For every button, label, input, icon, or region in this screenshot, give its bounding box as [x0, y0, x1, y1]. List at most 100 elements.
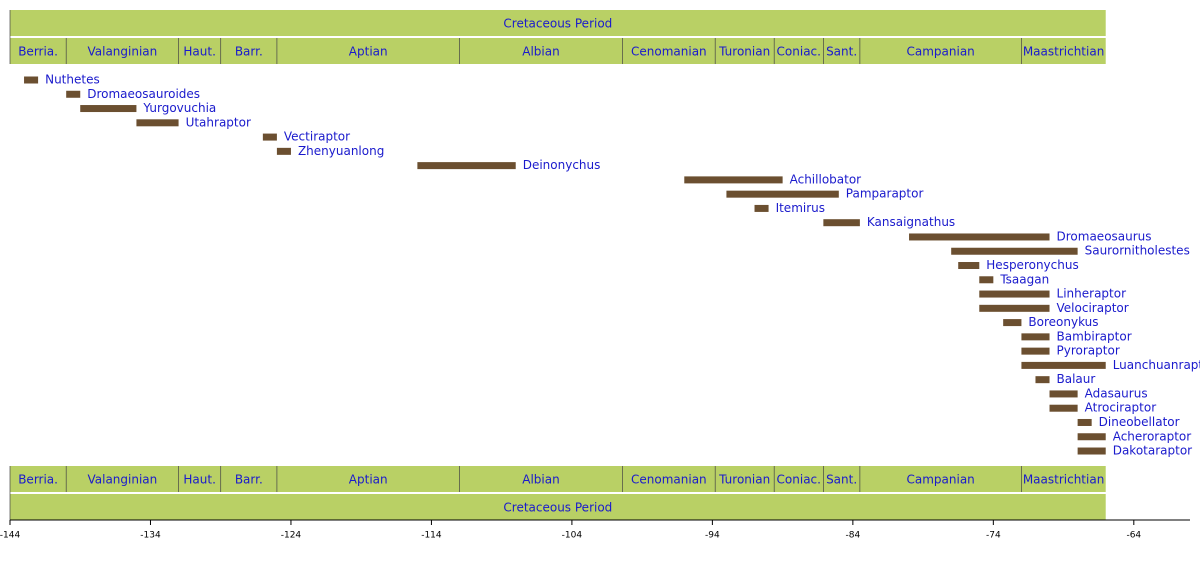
stages-band: [178, 466, 221, 492]
bar: [66, 90, 81, 98]
stages-label: Berria.: [18, 473, 58, 487]
stages-label: Turonian: [718, 45, 770, 59]
stages-label: Coniac.: [777, 473, 821, 487]
stages-band: [459, 38, 623, 64]
item-label: Pyroraptor: [1057, 344, 1120, 358]
bar: [979, 276, 994, 284]
stages-label: Albian: [522, 473, 559, 487]
item-label: Linheraptor: [1057, 287, 1127, 301]
x-tick-label: -64: [1126, 531, 1141, 541]
bar: [1021, 347, 1050, 355]
item-label: Pamparaptor: [846, 187, 924, 201]
item-label: Dineobellator: [1099, 415, 1180, 429]
stages-band: [10, 38, 67, 64]
item-label: Yurgovuchia: [142, 101, 216, 115]
stages-label: Valanginian: [87, 45, 157, 59]
stages-band: [459, 466, 623, 492]
stages-band: [276, 466, 460, 492]
item-label: Vectiraptor: [284, 130, 350, 144]
stages-label: Aptian: [349, 45, 388, 59]
stages-band: [859, 466, 1022, 492]
item-label: Itemirus: [776, 201, 825, 215]
stages-band: [774, 38, 824, 64]
stages-label: Barr.: [235, 473, 263, 487]
x-tick-label: -104: [562, 531, 583, 541]
item-label: Kansaignathus: [867, 215, 955, 229]
x-tick-label: -124: [281, 531, 302, 541]
bar: [24, 76, 39, 84]
stages-label: Cenomanian: [631, 45, 707, 59]
periods-band: [10, 494, 1106, 520]
stages-label: Albian: [522, 45, 559, 59]
item-label: Adasaurus: [1085, 386, 1148, 400]
item-label: Balaur: [1057, 372, 1096, 386]
item-label: Boreonykus: [1028, 315, 1098, 329]
x-tick-label: -84: [846, 531, 861, 541]
x-tick-label: -144: [0, 531, 20, 541]
bar: [136, 119, 179, 127]
stages-band: [276, 38, 460, 64]
item-label: Zhenyuanlong: [298, 144, 384, 158]
stages-band: [715, 466, 775, 492]
bar: [1021, 361, 1106, 369]
stages-label: Campanian: [907, 473, 975, 487]
bar: [958, 262, 980, 270]
stages-band: [66, 38, 179, 64]
stages-band: [774, 466, 824, 492]
bar: [951, 247, 1078, 255]
x-tick-label: -74: [986, 531, 1001, 541]
item-label: Tsaagan: [999, 272, 1049, 286]
x-tick-label: -94: [705, 531, 720, 541]
bar: [979, 290, 1050, 298]
bar: [979, 304, 1050, 312]
stages-label: Sant.: [826, 45, 857, 59]
bar: [1049, 390, 1078, 398]
bar: [1021, 333, 1050, 341]
stages-label: Barr.: [235, 45, 263, 59]
stages-band: [859, 38, 1022, 64]
periods-label: Cretaceous Period: [503, 501, 612, 515]
item-label: Velociraptor: [1057, 301, 1129, 315]
item-label: Dromaeosauroides: [87, 87, 200, 101]
item-label: Achillobator: [790, 172, 862, 186]
stages-label: Cenomanian: [631, 473, 707, 487]
item-label: Atrociraptor: [1085, 401, 1157, 415]
stages-band: [823, 466, 860, 492]
stages-label: Maastrichtian: [1023, 473, 1105, 487]
stages-label: Sant.: [826, 473, 857, 487]
stages-band: [1021, 466, 1106, 492]
stages-band: [220, 466, 277, 492]
periods-label: Cretaceous Period: [503, 17, 612, 31]
stages-band: [220, 38, 277, 64]
bar: [684, 176, 783, 184]
stages-band: [715, 38, 775, 64]
bar: [276, 147, 291, 155]
bar: [1077, 447, 1106, 455]
stages-label: Valanginian: [87, 473, 157, 487]
stages-label: Haut.: [183, 45, 216, 59]
bar: [262, 133, 277, 141]
item-label: Acheroraptor: [1113, 429, 1192, 443]
bar: [1049, 404, 1078, 412]
item-label: Dakotaraptor: [1113, 444, 1192, 458]
bar: [754, 204, 769, 212]
stages-band: [66, 466, 179, 492]
bar: [823, 219, 860, 227]
bar: [726, 190, 839, 198]
stages-label: Haut.: [183, 473, 216, 487]
item-label: Utahraptor: [186, 115, 251, 129]
item-label: Saurornitholestes: [1085, 244, 1190, 258]
stages-band: [10, 466, 67, 492]
item-label: Deinonychus: [523, 158, 601, 172]
stages-band: [178, 38, 221, 64]
stages-label: Aptian: [349, 473, 388, 487]
stages-band: [622, 466, 716, 492]
item-label: Luanchuanraptor: [1113, 358, 1200, 372]
x-tick-label: -134: [140, 531, 161, 541]
bar: [1035, 376, 1050, 384]
stages-label: Turonian: [718, 473, 770, 487]
stages-label: Berria.: [18, 45, 58, 59]
x-tick-label: -114: [421, 531, 442, 541]
bar: [909, 233, 1050, 241]
